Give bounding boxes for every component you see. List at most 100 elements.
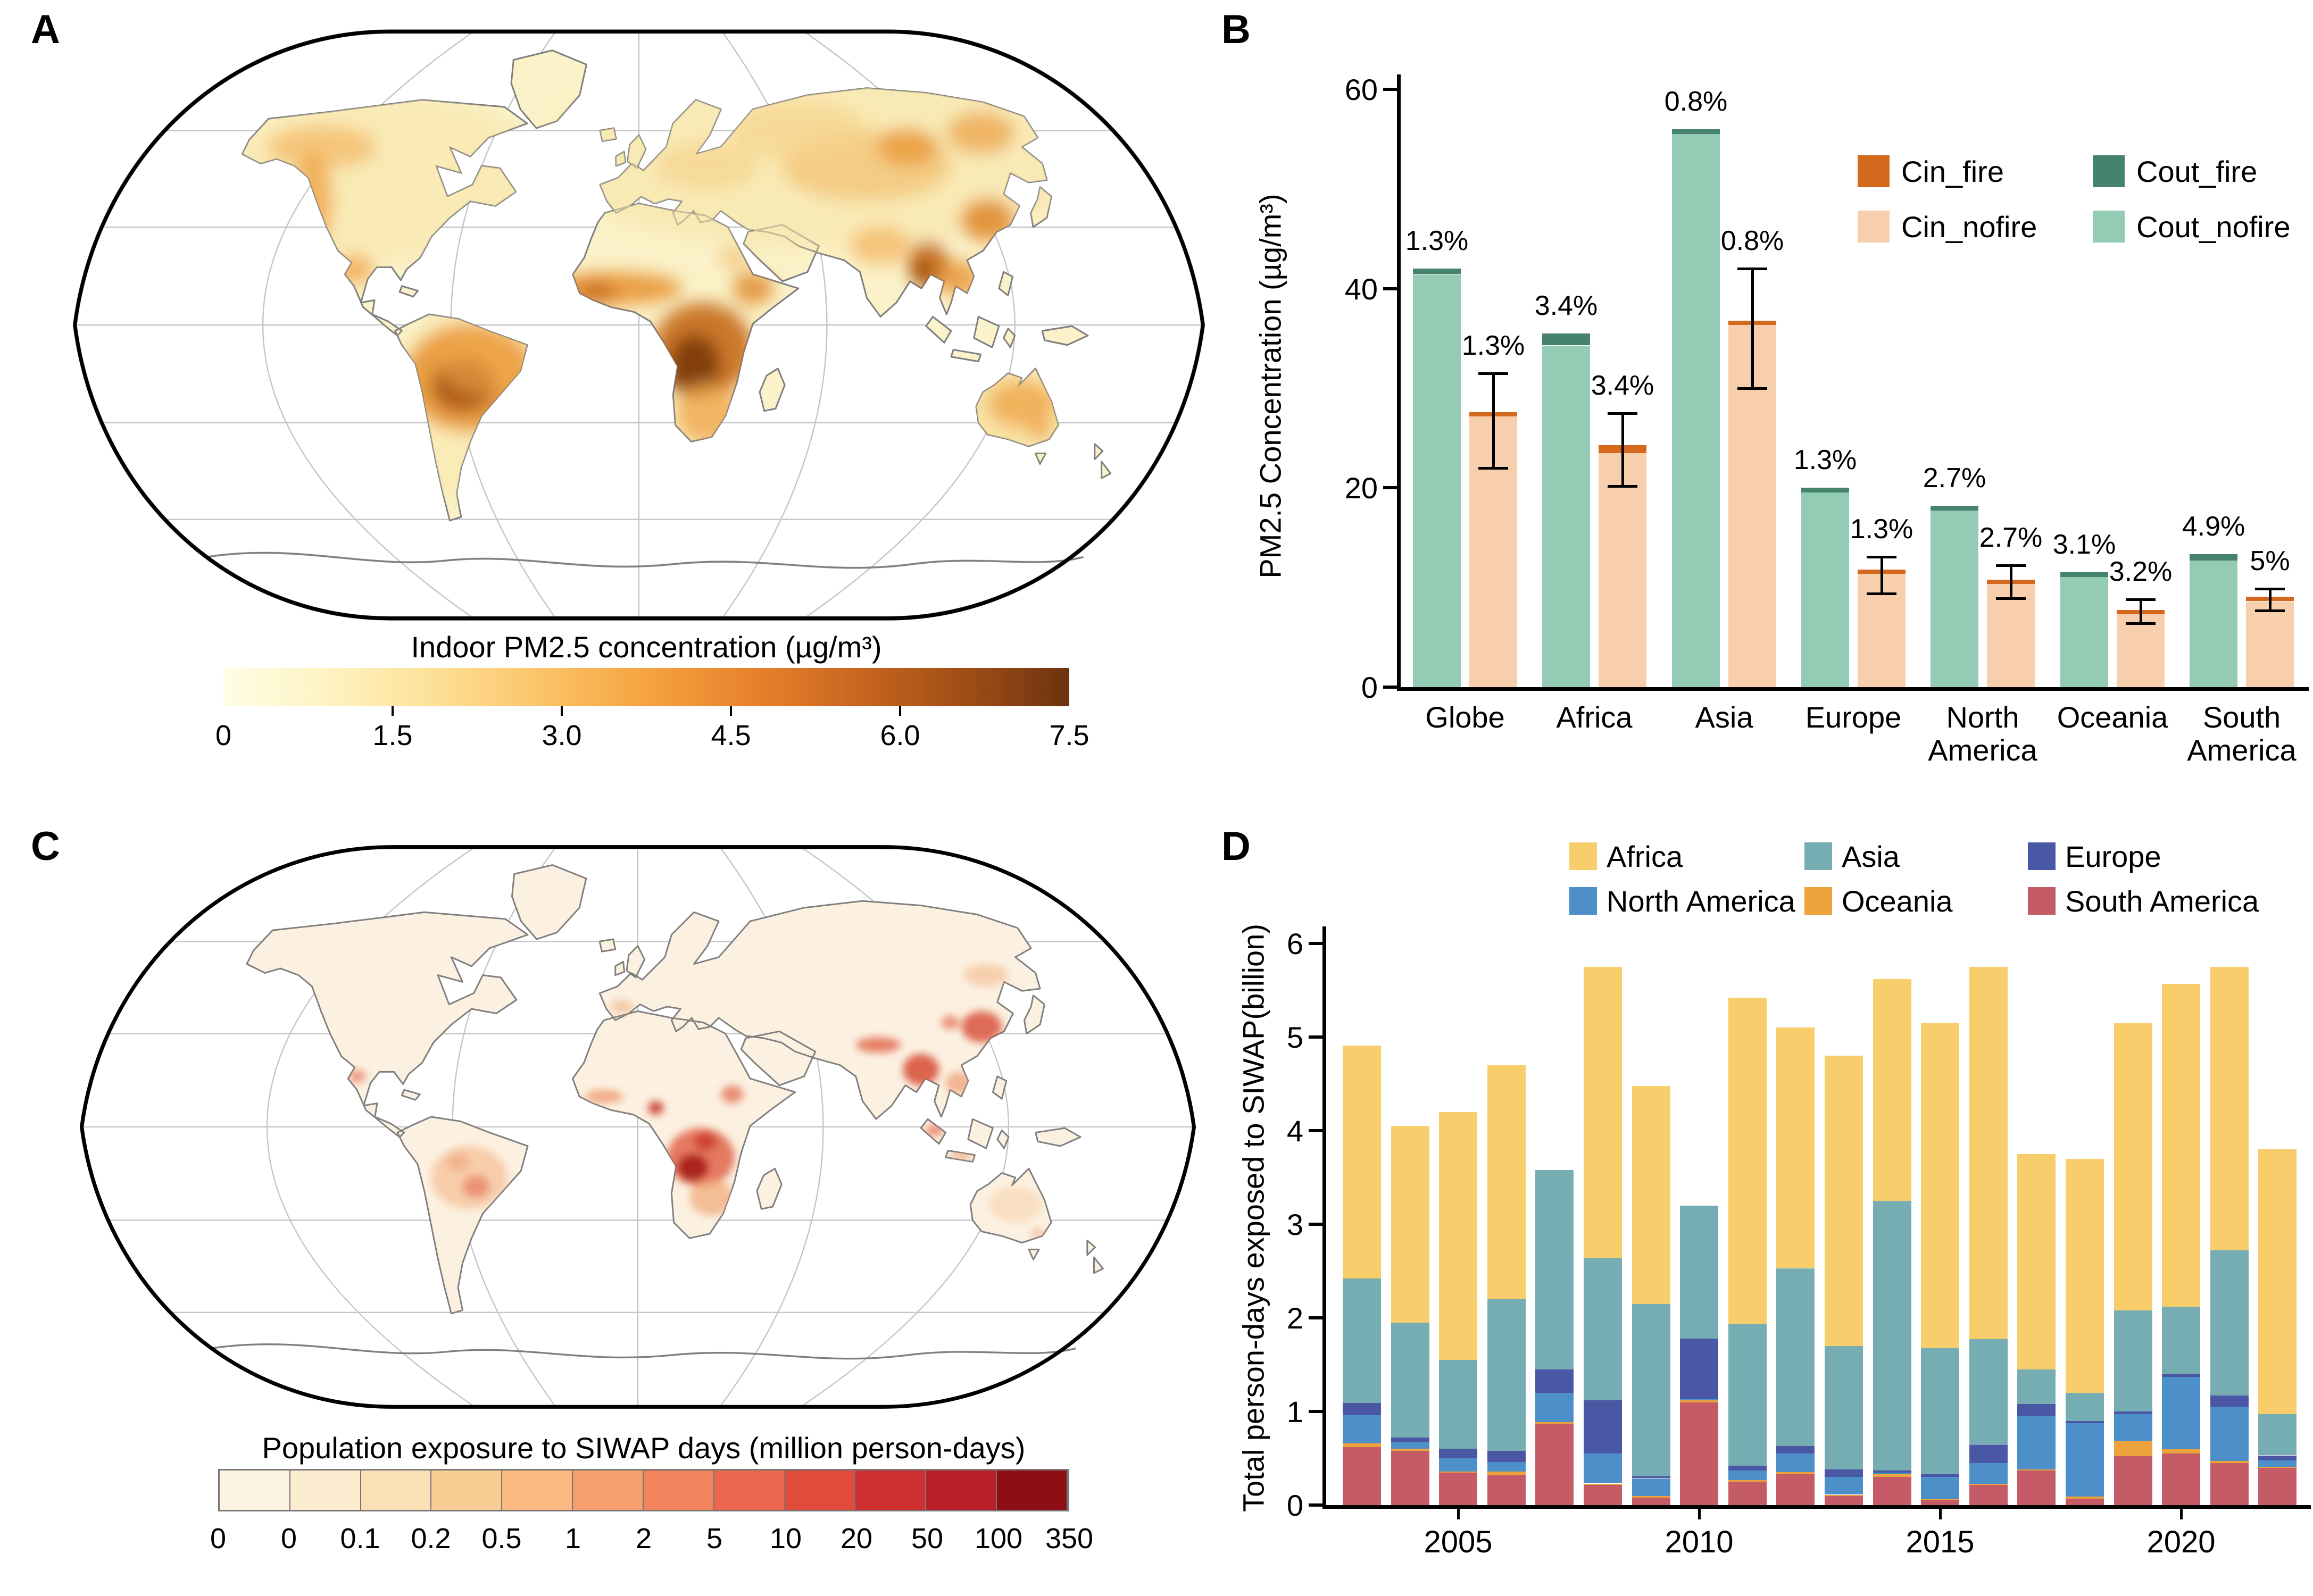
panel-b-y-tickmark [1383,686,1397,689]
panel-d-y-tick-label: 3 [1286,1208,1303,1241]
colorbar-c-segment [220,1470,290,1510]
stack-segment-south-america-2014 [1873,1477,1911,1505]
stack-segment-oceania-2009 [1632,1495,1670,1498]
panel-b-category-label-4: North America [1928,700,2037,767]
bar-cout-fire-3 [1801,488,1849,492]
graticule [81,847,1194,1407]
error-bar-cap-top-2 [1737,268,1767,270]
error-bar-cap-bottom-1 [1608,485,1637,488]
stack-segment-africa-2005 [1439,1112,1477,1360]
panel-b-y-tick-label: 0 [1361,671,1378,704]
stack-segment-south-america-2008 [1584,1484,1622,1505]
error-bar-cap-bottom-6 [2255,609,2285,612]
bar-cout-fire-2 [1672,129,1720,134]
graticule [74,31,1203,619]
stack-segment-oceania-2018 [2066,1497,2104,1499]
stack-segment-asia-2011 [1728,1324,1767,1466]
stack-segment-oceania-2019 [2114,1441,2152,1456]
pct-label-in-4: 2.7% [1979,522,2043,553]
stack-segment-north-america-2015 [1921,1477,1959,1499]
landmasses [246,864,1104,1315]
stack-segment-oceania-2012 [1776,1472,1815,1474]
legend-label-asia: Asia [1842,840,1900,873]
legend-swatch-oceania [1804,887,1832,915]
projection-outline [73,29,1205,621]
error-bar-3 [1881,557,1883,594]
panel-d-x-tickmark [1698,1509,1701,1519]
legend-swatch-south-america [2028,887,2056,915]
stack-segment-europe-2005 [1439,1449,1477,1458]
bar-cout-nofire-4 [1931,511,1978,687]
bar-cout-fire-6 [2190,554,2237,561]
stack-segment-south-america-2011 [1728,1482,1767,1505]
stack-segment-south-america-2003 [1343,1447,1381,1505]
error-bar-cap-bottom-2 [1737,387,1767,390]
panel-d-y-tickmark [1309,1129,1322,1132]
stack-segment-south-america-2009 [1632,1498,1670,1505]
colorbar-a-tick-label: 4.5 [711,720,751,751]
colorbar-c-tick-label: 350 [1045,1523,1094,1555]
colorbar-a [223,668,1069,706]
pct-label-out-0: 1.3% [1405,225,1469,256]
pct-label-in-3: 1.3% [1850,514,1913,545]
stack-segment-south-america-2010 [1680,1402,1718,1505]
stack-segment-oceania-2010 [1680,1400,1718,1402]
error-bar-cap-top-0 [1478,372,1508,375]
stack-segment-north-america-2017 [2017,1416,2056,1469]
stack-segment-europe-2007 [1535,1369,1574,1393]
stack-segment-oceania-2015 [1921,1499,1959,1500]
stack-segment-africa-2022 [2258,1149,2297,1414]
stack-segment-north-america-2020 [2162,1377,2200,1449]
stack-segment-europe-2019 [2114,1411,2152,1414]
panel-d-x-tick-label: 2020 [2146,1525,2216,1559]
error-bar-cap-top-5 [2126,598,2156,601]
bar-cin-nofire-1 [1599,453,1646,687]
stack-segment-asia-2016 [1969,1339,2008,1444]
stack-segment-europe-2011 [1728,1466,1767,1470]
stack-segment-asia-2004 [1391,1323,1429,1438]
stack-segment-asia-2014 [1873,1201,1911,1470]
stack-segment-oceania-2014 [1873,1474,1911,1477]
panel-b-y-axis-line [1397,74,1401,691]
colorbar-a-tickmark [730,706,732,716]
stack-segment-europe-2010 [1680,1339,1718,1399]
legend-swatch-north-america [1569,887,1597,915]
colorbar-a-tick-label: 7.5 [1049,720,1089,751]
stack-segment-north-america-2012 [1776,1453,1815,1472]
stack-segment-europe-2006 [1487,1451,1526,1462]
colorbar-a-tick-label: 3.0 [542,720,582,751]
error-bar-cap-bottom-5 [2126,622,2156,625]
stack-segment-oceania-2020 [2162,1449,2200,1453]
stack-segment-africa-2011 [1728,998,1767,1324]
bar-cout-nofire-5 [2060,577,2108,687]
colorbar-c-tick-label: 0.2 [411,1523,451,1555]
stack-segment-oceania-2016 [1969,1484,2008,1485]
panel-d-y-tickmark [1309,942,1322,945]
bar-cout-nofire-2 [1672,134,1720,687]
stack-segment-europe-2015 [1921,1474,1959,1477]
stack-segment-south-america-2020 [2162,1453,2200,1505]
stack-segment-africa-2003 [1343,1046,1381,1279]
indoor-pm25-map [69,24,1209,625]
stack-segment-asia-2008 [1584,1258,1622,1400]
colorbar-c-segment [785,1470,856,1510]
panel-b-y-tickmark [1383,486,1397,489]
panel-d-x-tickmark [1457,1509,1460,1519]
stack-segment-south-america-2015 [1921,1500,1959,1505]
stack-segment-europe-2004 [1391,1438,1429,1442]
legend-swatch-asia [1804,842,1832,870]
panel-d-y-tickmark [1309,1410,1322,1413]
stack-segment-south-america-2019 [2114,1456,2152,1505]
panel-b-y-tick-label: 60 [1344,73,1378,106]
error-bar-cap-bottom-0 [1478,467,1508,470]
stack-segment-africa-2008 [1584,967,1622,1258]
panel-a-label: A [31,7,60,52]
error-bar-cap-top-3 [1867,556,1896,558]
stack-segment-north-america-2011 [1728,1470,1767,1480]
legend-label-south-america: South America [2065,884,2259,918]
stack-segment-north-america-2003 [1343,1415,1381,1443]
stack-segment-oceania-2003 [1343,1443,1381,1447]
error-bar-4 [2010,565,2012,598]
colorbar-c-tick-label: 50 [911,1523,944,1555]
